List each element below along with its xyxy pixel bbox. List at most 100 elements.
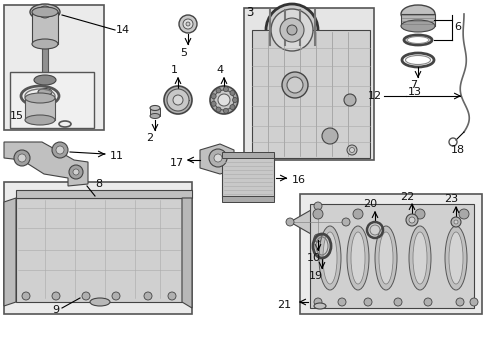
Circle shape: [216, 88, 221, 93]
Circle shape: [314, 234, 322, 242]
Text: 21: 21: [277, 300, 291, 310]
Ellipse shape: [287, 25, 297, 35]
Circle shape: [69, 165, 83, 179]
Circle shape: [52, 142, 68, 158]
Ellipse shape: [34, 75, 56, 85]
Circle shape: [313, 209, 323, 219]
Ellipse shape: [351, 232, 365, 284]
Circle shape: [39, 6, 51, 18]
Ellipse shape: [167, 89, 189, 111]
Circle shape: [454, 220, 458, 224]
Circle shape: [214, 154, 222, 162]
Text: 2: 2: [147, 133, 153, 143]
Circle shape: [186, 22, 190, 26]
Ellipse shape: [379, 232, 393, 284]
Ellipse shape: [323, 232, 337, 284]
Text: 9: 9: [52, 305, 59, 315]
Circle shape: [230, 90, 235, 95]
Text: 16: 16: [292, 175, 306, 185]
Ellipse shape: [32, 39, 58, 49]
Bar: [252, 30, 370, 158]
Ellipse shape: [287, 77, 303, 93]
Ellipse shape: [164, 86, 192, 114]
Text: 3: 3: [246, 5, 253, 18]
Circle shape: [424, 298, 432, 306]
Text: 8: 8: [95, 179, 102, 189]
Ellipse shape: [282, 72, 308, 98]
Ellipse shape: [445, 226, 467, 290]
Circle shape: [22, 292, 30, 300]
Circle shape: [353, 209, 363, 219]
Circle shape: [52, 292, 60, 300]
Ellipse shape: [349, 148, 354, 153]
Circle shape: [409, 217, 415, 223]
Circle shape: [168, 292, 176, 300]
Ellipse shape: [280, 18, 304, 42]
Ellipse shape: [401, 5, 435, 23]
Circle shape: [342, 218, 350, 226]
Ellipse shape: [34, 7, 56, 17]
Circle shape: [216, 107, 221, 112]
Ellipse shape: [38, 89, 52, 95]
Circle shape: [286, 218, 294, 226]
Bar: [10, 72, 94, 128]
Bar: [150, 108, 160, 116]
Circle shape: [338, 298, 346, 306]
Text: 15: 15: [10, 111, 24, 121]
Text: 19: 19: [309, 271, 323, 281]
Bar: [42, 44, 48, 80]
Text: 10: 10: [307, 253, 321, 263]
Bar: [222, 154, 274, 198]
Bar: [300, 194, 482, 314]
Circle shape: [232, 98, 238, 103]
Text: 11: 11: [110, 151, 124, 161]
Circle shape: [144, 292, 152, 300]
Circle shape: [56, 146, 64, 154]
Text: 1: 1: [171, 65, 177, 75]
Polygon shape: [4, 142, 88, 186]
Ellipse shape: [150, 113, 160, 118]
Circle shape: [14, 150, 30, 166]
Circle shape: [451, 217, 461, 227]
Bar: [25, 98, 55, 120]
Ellipse shape: [266, 4, 318, 56]
Circle shape: [230, 104, 235, 109]
Circle shape: [470, 298, 478, 306]
Text: 6: 6: [454, 22, 461, 32]
Circle shape: [456, 298, 464, 306]
Bar: [244, 8, 374, 160]
Ellipse shape: [173, 95, 183, 105]
Circle shape: [223, 87, 228, 92]
Text: 18: 18: [451, 145, 465, 155]
Ellipse shape: [322, 128, 338, 144]
Circle shape: [314, 202, 322, 210]
Circle shape: [406, 214, 418, 226]
Text: 13: 13: [408, 87, 422, 97]
Text: 17: 17: [170, 158, 184, 168]
Polygon shape: [200, 144, 234, 174]
Bar: [41, 108, 49, 120]
Bar: [32, 12, 58, 44]
Bar: [4, 5, 104, 130]
Ellipse shape: [150, 105, 160, 111]
Bar: [222, 152, 274, 158]
Circle shape: [18, 154, 26, 162]
Polygon shape: [4, 198, 16, 306]
Ellipse shape: [271, 9, 313, 51]
Ellipse shape: [38, 104, 52, 112]
Bar: [38, 92, 52, 108]
Ellipse shape: [344, 94, 356, 106]
Ellipse shape: [347, 226, 369, 290]
Ellipse shape: [347, 145, 357, 155]
Text: 7: 7: [411, 80, 417, 90]
Text: 4: 4: [217, 65, 223, 75]
Bar: [222, 196, 274, 202]
Text: 5: 5: [180, 48, 188, 58]
Ellipse shape: [375, 226, 397, 290]
Circle shape: [415, 209, 425, 219]
Circle shape: [459, 209, 469, 219]
Ellipse shape: [409, 226, 431, 290]
Text: 14: 14: [116, 25, 130, 35]
Ellipse shape: [218, 94, 230, 106]
Circle shape: [112, 292, 120, 300]
